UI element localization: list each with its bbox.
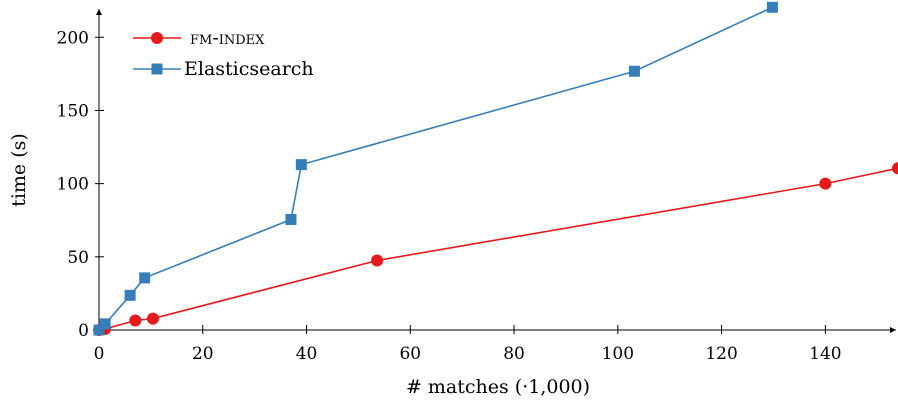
x-axis-arrow-icon: [890, 327, 896, 333]
plot-area: [96, 9, 896, 333]
data-point-fm-index: [129, 314, 142, 327]
x-ticks: 0 20 40 60 80 100 120 140: [94, 325, 842, 364]
legend: fm-index Elasticsearch: [133, 27, 314, 80]
data-point-elasticsearch: [99, 318, 111, 330]
y-axis-title: time (s): [8, 133, 30, 207]
legend-label-elasticsearch: Elasticsearch: [184, 58, 314, 80]
y-tick-label: 150: [57, 101, 89, 121]
legend-marker-fm-index: [151, 32, 163, 44]
series-layer: [93, 1, 898, 336]
y-ticks: 0 50 100 150 200: [57, 28, 104, 341]
data-point-fm-index: [146, 312, 159, 325]
legend-marker-elasticsearch: [151, 63, 163, 75]
x-tick-label: 20: [192, 344, 214, 364]
y-tick-label: 100: [57, 175, 89, 195]
data-point-fm-index: [819, 177, 832, 190]
data-point-fm-index: [371, 254, 384, 267]
legend-label-fm-index: fm-index: [190, 27, 265, 49]
data-point-elasticsearch: [285, 213, 297, 225]
data-point-elasticsearch: [766, 1, 778, 13]
data-point-elasticsearch: [139, 272, 151, 284]
x-tick-label: 140: [809, 344, 841, 364]
y-axis-arrow-icon: [96, 9, 102, 15]
x-tick-label: 60: [399, 344, 421, 364]
data-point-elasticsearch: [295, 159, 307, 171]
series-line-elasticsearch: [98, 6, 773, 331]
x-tick-label: 80: [503, 344, 525, 364]
y-tick-label: 0: [78, 321, 89, 341]
x-tick-label: 40: [296, 344, 318, 364]
x-tick-label: 0: [94, 344, 105, 364]
data-point-fm-index: [892, 162, 898, 175]
y-tick-label: 200: [57, 28, 89, 48]
y-tick-label: 50: [67, 248, 89, 268]
data-point-elasticsearch: [93, 324, 105, 336]
x-tick-label: 120: [705, 344, 737, 364]
x-tick-label: 100: [602, 344, 634, 364]
data-point-elasticsearch: [124, 289, 136, 301]
data-point-elasticsearch: [628, 65, 640, 77]
x-axis-title: # matches (·1,000): [406, 376, 590, 398]
